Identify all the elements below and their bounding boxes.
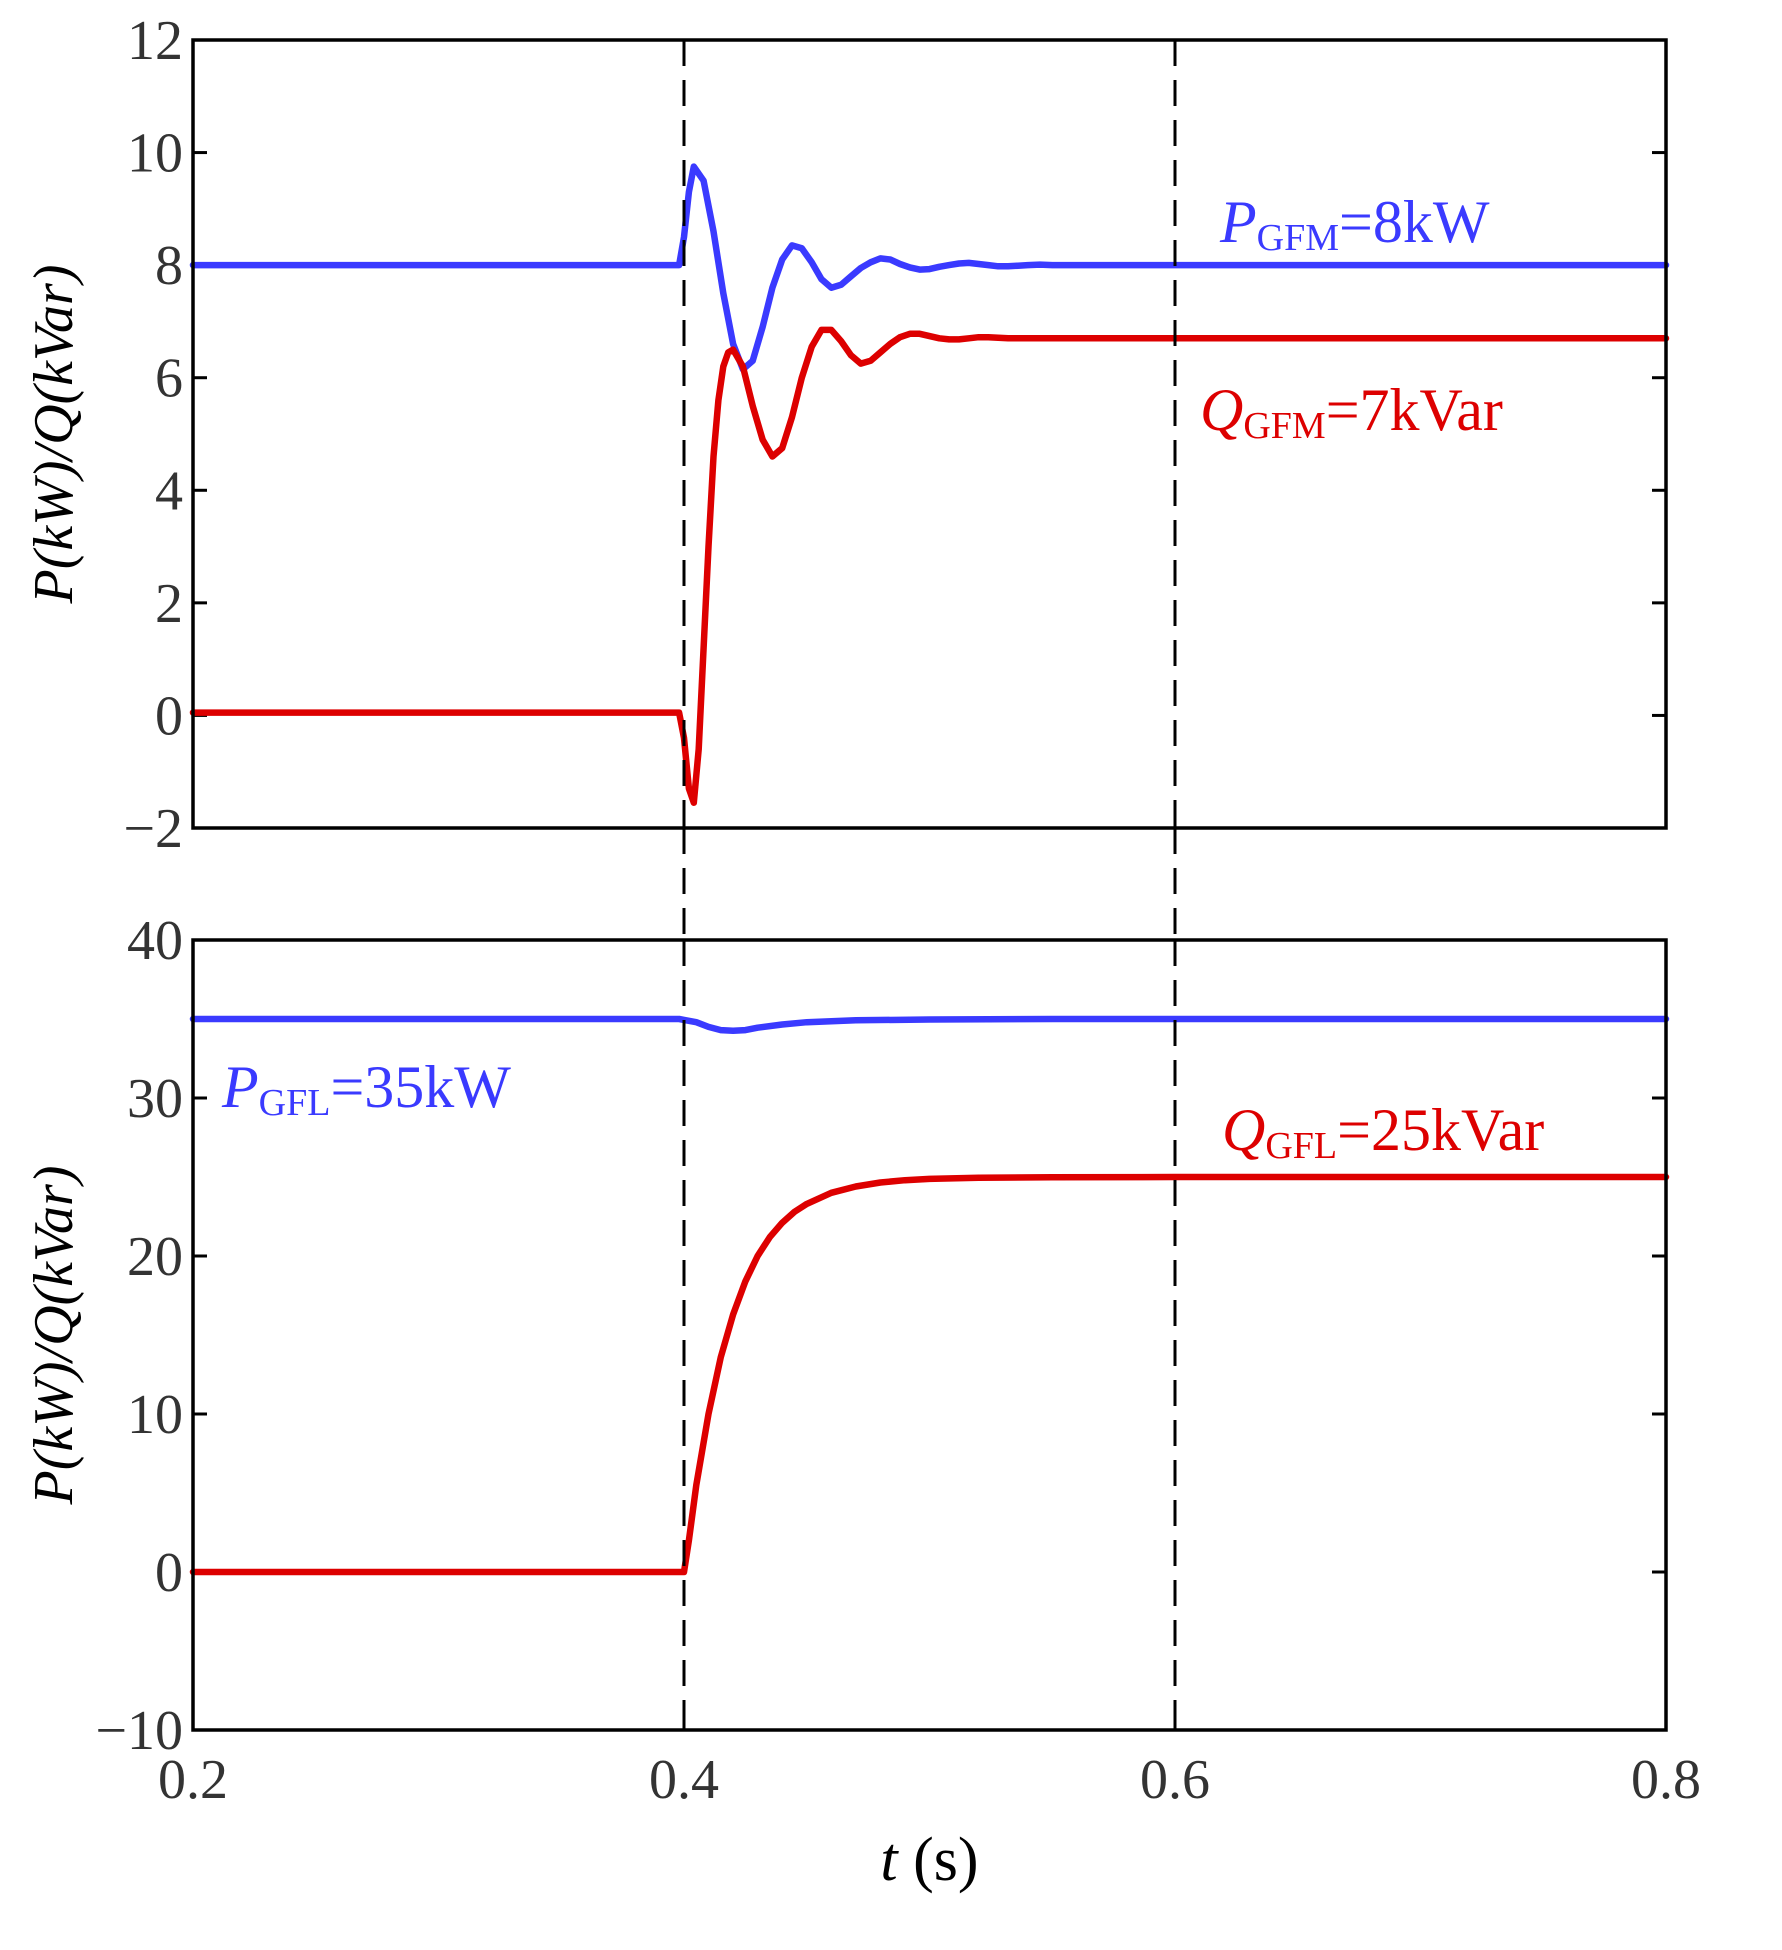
bot-y-tick-label: 20 xyxy=(127,1226,183,1288)
series-line-p-gfm xyxy=(189,163,1670,373)
bottom-plot-frame xyxy=(191,938,1668,1732)
top-y-tick-label: 12 xyxy=(127,10,183,72)
bottom-y-tick-labels: −10 0 10 20 30 40 xyxy=(95,910,183,1762)
top-y-tick-label: 6 xyxy=(155,348,183,410)
annotation-q-gfl: QGFL=25kVar xyxy=(1222,1097,1544,1167)
top-plot-frame xyxy=(191,38,1668,830)
annotation-p-gfl-value: =35kW xyxy=(330,1054,511,1120)
series-line-q-gfl xyxy=(189,1173,1670,1576)
top-plot-area xyxy=(189,163,1670,806)
annotation-q-gfl-sub: GFL xyxy=(1265,1125,1337,1167)
annotation-p-gfm-value: =8kW xyxy=(1339,189,1490,255)
top-y-tick-label: 0 xyxy=(155,685,183,747)
annotation-p-gfl-sub: GFL xyxy=(259,1082,331,1124)
x-axis-label-unit: (s) xyxy=(898,1826,979,1894)
annotation-q-gfm: QGFM=7kVar xyxy=(1200,377,1503,447)
top-y-tick-label: 10 xyxy=(127,123,183,185)
x-tick-labels: 0.2 0.4 0.6 0.8 xyxy=(158,1749,1701,1811)
top-ylabel-text: P(kW)/Q(kVar) xyxy=(23,265,85,605)
bot-y-tick-label: 40 xyxy=(127,910,183,972)
annotation-p-gfl-var: P xyxy=(221,1054,259,1120)
bot-y-tick-label: −10 xyxy=(95,1700,183,1762)
bot-y-tick-label: 10 xyxy=(127,1384,183,1446)
x-axis-label-var: t xyxy=(880,1826,899,1894)
x-axis-label: t (s) xyxy=(880,1826,978,1894)
top-y-tick-label: −2 xyxy=(123,798,183,860)
annotation-p-gfm-sub: GFM xyxy=(1257,217,1339,259)
event-markers-between-panels xyxy=(682,828,1177,940)
bot-y-tick-label: 30 xyxy=(127,1068,183,1130)
top-y-axis-label: P(kW)/Q(kVar) xyxy=(23,265,85,605)
annotation-p-gfl: PGFL=35kW xyxy=(221,1054,511,1124)
bottom-event-markers xyxy=(682,940,1177,1730)
annotation-p-gfm: PGFM=8kW xyxy=(1219,189,1490,259)
x-tick-label: 0.4 xyxy=(649,1749,719,1811)
x-tick-label: 0.2 xyxy=(158,1749,228,1811)
top-y-tick-label: 2 xyxy=(155,573,183,635)
top-y-tick-label: 4 xyxy=(155,460,183,522)
bottom-y-axis-label: P(kW)/Q(kVar) xyxy=(23,1166,85,1506)
bottom-plot-area xyxy=(189,1015,1670,1576)
annotation-q-gfl-value: =25kVar xyxy=(1337,1097,1544,1163)
top-y-tick-labels: −2 0 2 4 6 8 10 12 xyxy=(123,10,183,860)
x-tick-label: 0.6 xyxy=(1140,1749,1210,1811)
x-tick-label: 0.8 xyxy=(1631,1749,1701,1811)
bottom-ylabel-text: P(kW)/Q(kVar) xyxy=(23,1166,85,1506)
annotation-q-gfm-value: =7kVar xyxy=(1326,377,1503,443)
series-line-q-gfm xyxy=(189,326,1670,806)
series-line-p-gfl xyxy=(189,1015,1670,1035)
top-event-markers xyxy=(682,40,1177,828)
top-y-tick-label: 8 xyxy=(155,235,183,297)
bot-y-tick-label: 0 xyxy=(155,1542,183,1604)
annotation-q-gfm-sub: GFM xyxy=(1243,405,1325,447)
annotation-q-gfl-var: Q xyxy=(1222,1097,1265,1163)
annotation-q-gfm-var: Q xyxy=(1200,377,1243,443)
annotation-p-gfm-var: P xyxy=(1219,189,1257,255)
